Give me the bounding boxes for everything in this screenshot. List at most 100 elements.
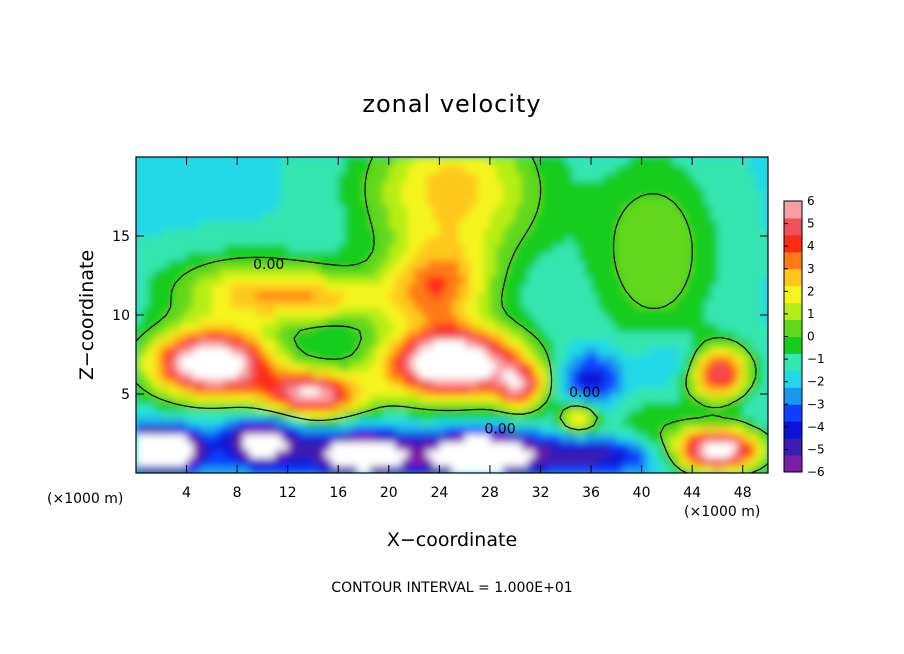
field-cell: [673, 354, 681, 364]
field-cell: [211, 157, 220, 166]
field-cell: [591, 457, 599, 467]
field-cell: [723, 315, 732, 324]
field-cell: [319, 433, 327, 443]
field-cell: [300, 322, 308, 332]
field-cell: [521, 172, 529, 182]
field-cell: [395, 378, 403, 388]
field-cell: [376, 172, 384, 182]
field-cell: [622, 338, 630, 348]
field-cell: [673, 386, 681, 395]
field-cell: [742, 188, 751, 198]
contour-labels: 0.000.000.00: [253, 257, 600, 437]
field-cell: [584, 330, 593, 340]
field-cell: [445, 457, 453, 467]
field-cell: [483, 338, 491, 348]
field-cell: [205, 212, 213, 222]
field-cell: [281, 275, 289, 285]
field-cell: [616, 220, 624, 230]
field-cell: [647, 465, 656, 473]
field-cell: [521, 275, 529, 285]
field-cell: [749, 259, 757, 269]
field-cell: [540, 275, 548, 285]
field-cell: [363, 275, 371, 285]
field-cell: [312, 338, 321, 348]
field-cell: [306, 267, 314, 277]
field-cell: [717, 449, 725, 459]
field-cell: [628, 362, 637, 372]
field-cell: [483, 204, 491, 214]
field-cell: [546, 346, 555, 356]
field-cell: [433, 307, 441, 316]
field-cell: [458, 386, 466, 395]
field-cell: [148, 315, 156, 324]
field-cell: [433, 164, 441, 174]
field-cell: [445, 283, 453, 293]
field-cell: [199, 449, 207, 459]
field-cell: [439, 370, 447, 380]
field-cell: [294, 354, 302, 364]
field-cell: [666, 259, 675, 269]
field-cell: [331, 299, 340, 309]
field-cell: [420, 283, 428, 293]
field-cell: [565, 275, 574, 285]
field-cell: [603, 386, 611, 395]
field-cell: [230, 228, 239, 237]
field-cell: [628, 204, 637, 214]
field-cell: [704, 354, 713, 364]
field-cell: [388, 220, 397, 230]
colorbar-tick-label: −5: [807, 442, 825, 456]
field-cell: [281, 283, 289, 293]
field-cell: [553, 267, 561, 277]
field-cell: [679, 370, 687, 380]
field-cell: [211, 243, 220, 253]
field-cell: [654, 212, 662, 222]
field-cell: [161, 251, 169, 261]
field-cell: [502, 157, 510, 166]
field-cell: [616, 180, 624, 190]
field-cell: [237, 157, 245, 166]
field-cell: [287, 236, 295, 245]
field-cell: [584, 401, 593, 411]
field-cell: [477, 251, 485, 261]
field-cell: [711, 236, 719, 245]
field-cell: [395, 236, 403, 245]
field-cell: [742, 409, 751, 419]
field-cell: [249, 378, 258, 388]
field-cell: [344, 457, 352, 467]
field-cell: [559, 338, 567, 348]
field-cell: [136, 164, 144, 174]
field-cell: [268, 291, 277, 301]
field-cell: [218, 378, 226, 388]
field-cell: [325, 441, 333, 451]
field-cell: [610, 330, 618, 340]
field-cell: [161, 433, 169, 443]
field-cell: [426, 441, 435, 451]
field-cell: [281, 465, 289, 473]
field-cell: [142, 275, 150, 285]
zero-contour-line: [136, 157, 768, 473]
field-cell: [388, 164, 397, 174]
field-cell: [433, 315, 441, 324]
field-cell: [692, 425, 700, 435]
field-cell: [312, 251, 321, 261]
field-cell: [730, 196, 738, 206]
contour-label: 0.00: [253, 257, 284, 273]
field-cell: [723, 338, 732, 348]
field-cell: [161, 307, 169, 316]
field-cell: [357, 283, 365, 293]
field-cell: [452, 259, 460, 269]
field-cell: [591, 236, 599, 245]
field-cell: [578, 275, 586, 285]
field-cell: [325, 180, 333, 190]
field-cell: [325, 315, 333, 324]
y-tick-label: 15: [112, 229, 130, 245]
field-cell: [698, 259, 706, 269]
field-cell: [591, 386, 599, 395]
field-cell: [395, 441, 403, 451]
field-cell: [761, 267, 768, 277]
field-cell: [540, 196, 548, 206]
field-cell: [445, 243, 453, 253]
field-cell: [294, 212, 302, 222]
field-cell: [142, 346, 150, 356]
field-cell: [628, 220, 637, 230]
